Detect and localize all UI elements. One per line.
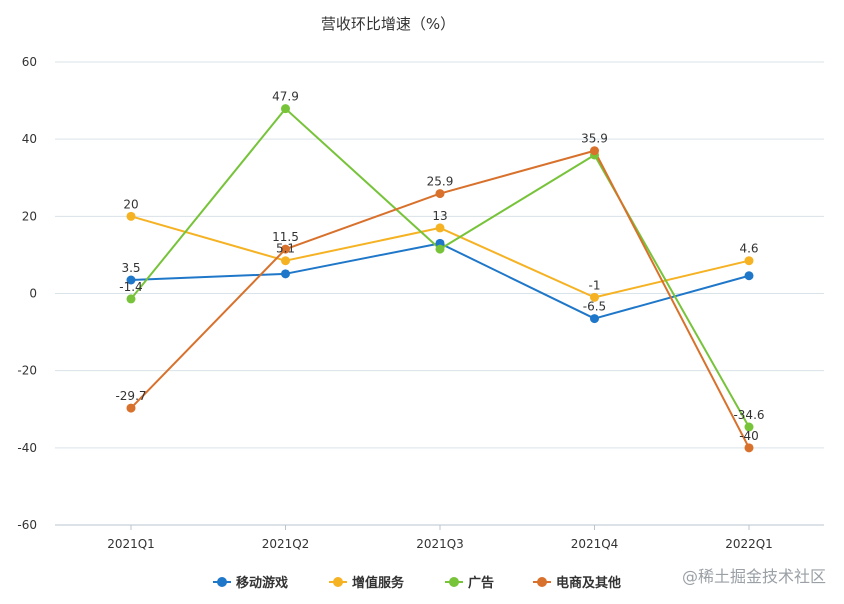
y-axis: 60 40 20 0 -20 -40 -60	[17, 55, 37, 532]
legend[interactable]: 移动游戏 增值服务 广告 电商及其他	[213, 575, 621, 591]
chart-title: 营收环比增速（%）	[321, 15, 455, 33]
legend-label: 广告	[468, 575, 494, 591]
data-point[interactable]	[281, 244, 290, 254]
y-tick-label: 20	[22, 209, 37, 223]
y-tick-label: -40	[17, 441, 37, 455]
data-label: -34.6	[733, 408, 764, 422]
legend-swatch	[537, 577, 547, 587]
data-label: -1	[589, 278, 601, 292]
series-group: 3.5 -6.5 20 5.1 13 -1 4.6 -1.4 47.9 -34.6 -29.7 11.…	[115, 90, 765, 453]
watermark: @稀土掘金技术社区	[682, 567, 826, 586]
data-label: 3.5	[121, 261, 140, 275]
data-label: -1.4	[119, 280, 142, 294]
legend-swatch	[333, 577, 343, 587]
series-line	[130, 242, 750, 320]
data-label: -40	[739, 429, 759, 443]
data-point[interactable]	[281, 256, 290, 266]
data-point[interactable]	[590, 292, 599, 302]
data-point[interactable]	[744, 271, 754, 281]
x-tick-label: 2021Q1	[107, 537, 155, 551]
data-point[interactable]	[281, 104, 290, 114]
data-label: 47.9	[272, 90, 299, 104]
y-tick-label: 60	[22, 55, 37, 69]
y-tick-label: 40	[22, 132, 37, 146]
data-point[interactable]	[435, 223, 445, 233]
legend-item[interactable]: 移动游戏	[213, 575, 288, 591]
x-tick-label: 2021Q4	[571, 537, 619, 551]
grid	[55, 61, 824, 526]
data-point[interactable]	[744, 443, 754, 453]
data-point[interactable]	[744, 256, 754, 266]
legend-item[interactable]: 广告	[445, 575, 494, 591]
y-tick-label: -20	[17, 364, 37, 378]
legend-item[interactable]: 电商及其他	[533, 575, 621, 591]
data-label: 4.6	[739, 242, 758, 256]
x-tick-label: 2021Q2	[262, 537, 310, 551]
data-label: -29.7	[115, 389, 146, 403]
y-tick-label: 0	[29, 287, 37, 301]
data-label: 5.1	[276, 242, 295, 256]
data-point[interactable]	[126, 211, 136, 221]
data-point[interactable]	[590, 314, 599, 324]
data-point[interactable]	[281, 269, 290, 279]
legend-swatch	[449, 577, 459, 587]
x-tick-label: 2022Q1	[725, 537, 773, 551]
data-label: 25.9	[427, 175, 454, 189]
data-label: 20	[123, 197, 138, 211]
data-point[interactable]	[126, 275, 136, 285]
data-label: 11.5	[272, 230, 299, 244]
series-points	[126, 104, 754, 453]
x-tick-label: 2021Q3	[416, 537, 464, 551]
legend-label: 移动游戏	[236, 575, 288, 591]
x-axis: 2021Q1 2021Q2 2021Q3 2021Q4 2022Q1	[107, 525, 773, 551]
data-point[interactable]	[590, 146, 599, 156]
y-tick-label: -60	[17, 518, 37, 532]
data-label: 13	[432, 209, 447, 223]
legend-label: 增值服务	[352, 575, 405, 591]
data-point[interactable]	[435, 189, 445, 199]
data-label: 35.9	[581, 132, 608, 146]
data-point[interactable]	[744, 422, 754, 432]
series-lines	[130, 107, 750, 449]
legend-item[interactable]: 增值服务	[329, 575, 405, 591]
data-labels: 3.5 -6.5 20 5.1 13 -1 4.6 -1.4 47.9 -34.6 -29.7 11.…	[115, 90, 764, 443]
data-point[interactable]	[435, 244, 445, 254]
data-label: -6.5	[583, 300, 606, 314]
legend-swatch	[217, 577, 227, 587]
data-point[interactable]	[126, 403, 136, 413]
data-point[interactable]	[126, 294, 136, 304]
legend-label: 电商及其他	[556, 575, 621, 591]
